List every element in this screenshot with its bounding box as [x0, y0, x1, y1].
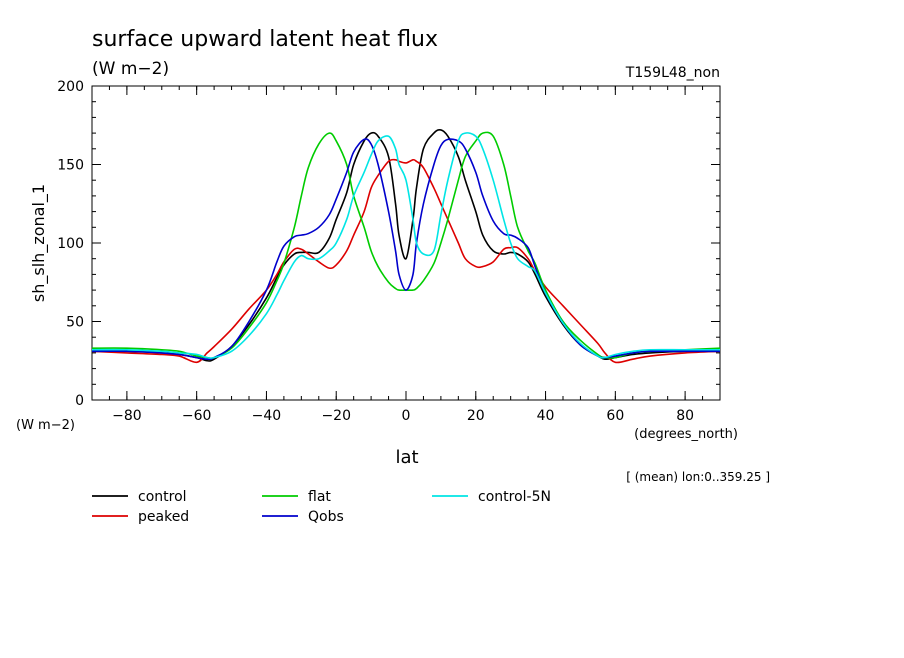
chart-title: surface upward latent heat flux: [92, 27, 438, 52]
chart-subtitle: (W m−2): [92, 59, 169, 79]
legend-label: flat: [308, 489, 331, 505]
legend-label: control-5N: [478, 489, 551, 505]
y-tick-label: 150: [57, 158, 84, 174]
x-tick-label: 0: [402, 408, 411, 424]
legend-label: control: [138, 489, 187, 505]
axis-ticks: −80 −60 −40 −20 0 20 40 60 80 0 50 100 150 200: [57, 79, 721, 424]
x-axis-label: lat: [395, 447, 418, 468]
x-units-label: (degrees_north): [634, 427, 738, 442]
y-tick-label: 200: [57, 79, 84, 95]
x-tick-label: 40: [537, 408, 555, 424]
series-line-control: [91, 128, 721, 362]
run-label: T159L48_non: [625, 65, 720, 81]
x-tick-label: 60: [606, 408, 624, 424]
y-tick-label: 100: [57, 236, 84, 252]
legend-label: peaked: [138, 509, 189, 525]
x-tick-label: −60: [182, 408, 212, 424]
averaging-note: [ (mean) lon:0..359.25 ]: [626, 470, 770, 484]
y-tick-label: 0: [75, 393, 84, 409]
series-line-control-5n: [91, 132, 720, 360]
x-tick-label: 80: [676, 408, 694, 424]
x-tick-label: −80: [112, 408, 142, 424]
series-layer: [91, 128, 721, 364]
x-tick-label: −40: [252, 408, 282, 424]
series-line-qobs: [91, 138, 720, 361]
y-units-label: (W m−2): [16, 418, 75, 433]
y-axis-label: sh_slh_zonal_1: [29, 184, 49, 302]
series-line-flat: [91, 131, 721, 360]
x-tick-label: 20: [467, 408, 485, 424]
legend: control peaked flat Qobs control-5N: [92, 489, 551, 525]
legend-label: Qobs: [308, 509, 344, 525]
y-tick-label: 50: [66, 315, 84, 331]
x-tick-label: −20: [321, 408, 351, 424]
series-line-peaked: [91, 158, 721, 364]
